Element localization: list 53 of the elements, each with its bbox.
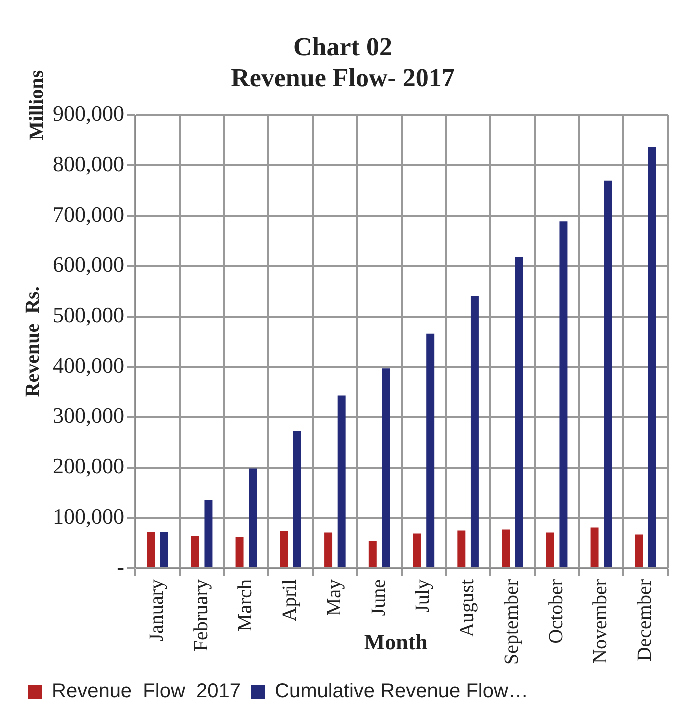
bar [515, 257, 524, 568]
x-tick-label: January [146, 579, 168, 642]
x-tick-label: March [234, 579, 257, 632]
y-tick-label: - [117, 554, 124, 580]
x-tick-label: December [634, 579, 656, 662]
x-tick-label: October [545, 579, 568, 644]
x-tick-label: September [500, 579, 523, 666]
bar [160, 532, 168, 568]
bar [635, 534, 644, 568]
legend-label: Revenue Flow 2017 [52, 680, 242, 703]
x-tick-label: April [279, 579, 302, 622]
x-tick-label: November [590, 579, 612, 664]
bar [236, 537, 244, 568]
bar [648, 147, 656, 568]
text: Millions [26, 70, 48, 140]
y-tick-label: 300,000 [53, 403, 124, 428]
bar [590, 528, 599, 568]
bar [147, 532, 156, 568]
legend-label: Cumulative Revenue Flow… [275, 680, 528, 703]
bar [338, 396, 346, 568]
x-tick-label: August [456, 579, 479, 638]
x-tick-label: June [368, 579, 390, 616]
y-tick-label: 100,000 [53, 504, 124, 529]
bar [204, 500, 213, 568]
bar [249, 468, 258, 568]
bar [604, 180, 612, 568]
bar [413, 534, 422, 568]
bar [324, 532, 333, 568]
y-tick-label: 500,000 [53, 302, 124, 328]
bar [546, 532, 554, 568]
bar [280, 531, 288, 568]
chart-subtitle: Revenue Flow- 2017 [231, 64, 455, 93]
bar [560, 222, 568, 568]
x-tick-label: July [412, 579, 434, 613]
y-tick-label: 800,000 [53, 152, 124, 177]
y-tick-label: 600,000 [53, 252, 124, 278]
x-tick-label: May [323, 579, 346, 616]
bar [426, 334, 435, 568]
bar [470, 296, 479, 568]
y-tick-label: 200,000 [53, 454, 124, 479]
x-axis-title: Month [364, 630, 428, 655]
y-tick-label: 400,000 [53, 352, 124, 378]
y-tick-label: 700,000 [53, 202, 124, 227]
chart-title: Chart 02 [294, 32, 392, 62]
bar [382, 368, 390, 568]
bar [368, 541, 377, 568]
bar [458, 530, 466, 568]
y-tick-label: 900,000 [53, 101, 124, 126]
x-tick-label: February [190, 579, 212, 652]
bar [191, 536, 200, 568]
bar [502, 530, 510, 568]
y-axis-title: Revenue Rs. [22, 286, 44, 398]
bar [293, 432, 302, 568]
